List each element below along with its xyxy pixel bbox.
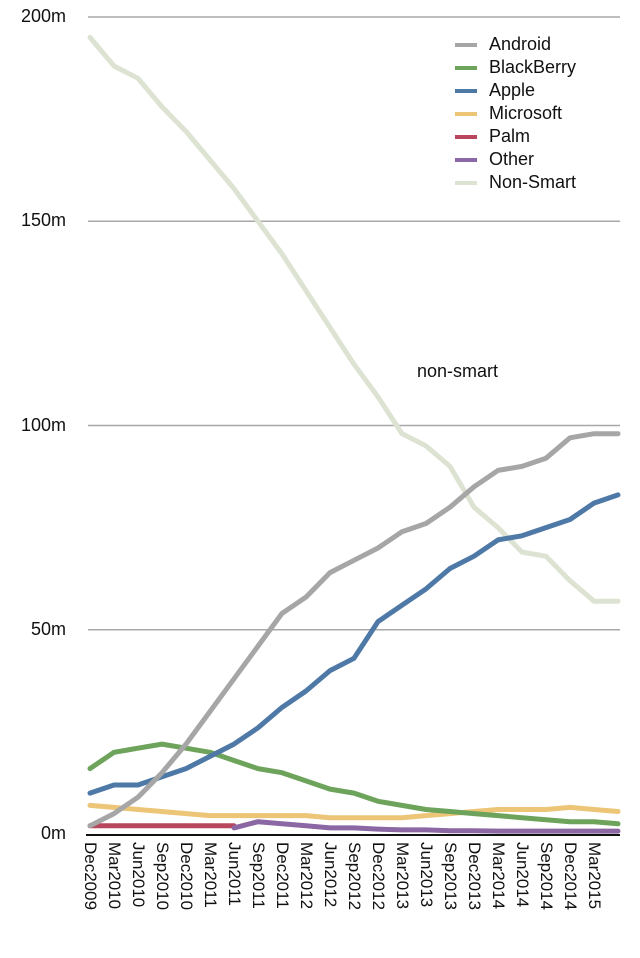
x-tick-label: Jun2012 <box>321 842 340 908</box>
y-tick-label: 200m <box>20 6 66 26</box>
legend-label: Apple <box>489 80 536 100</box>
x-tick-label: Dec2011 <box>273 842 292 909</box>
x-tick-label: Jun2010 <box>129 842 148 908</box>
x-tick-label: Sep2011 <box>249 842 268 909</box>
legend-item: Palm <box>455 125 576 148</box>
series-line-blackberry <box>87 741 621 827</box>
x-tick-label: Sep2012 <box>345 842 364 911</box>
legend-label: Other <box>489 149 535 169</box>
legend-swatch-icon <box>455 180 477 185</box>
y-tick-label: 100m <box>20 414 66 435</box>
legend-swatch-icon <box>455 111 477 116</box>
series-line-other <box>231 819 621 834</box>
legend-item: Non-Smart <box>455 171 576 194</box>
annotation-non-smart: non-smart <box>417 361 499 381</box>
x-tick-label: Mar2011 <box>201 842 220 908</box>
legend-label: Microsoft <box>489 103 563 123</box>
gridlines <box>88 16 620 631</box>
legend-swatch-icon <box>455 42 477 47</box>
x-tick-label: Dec2009 <box>81 842 100 911</box>
y-tick-label: 50m <box>30 618 66 639</box>
series-line-microsoft <box>87 802 621 821</box>
x-tick-label: Dec2010 <box>177 842 196 911</box>
series-line-android <box>87 431 621 829</box>
x-tick-label: Mar2013 <box>393 842 412 910</box>
legend-label: Non-Smart <box>489 172 577 192</box>
legend-label: BlackBerry <box>489 57 577 77</box>
x-tick-label: Mar2014 <box>489 842 508 910</box>
legend-swatch-icon <box>455 65 477 70</box>
legend-label: Palm <box>489 126 531 146</box>
legend-item: Apple <box>455 79 576 102</box>
legend-swatch-icon <box>455 88 477 93</box>
x-tick-label: Sep2010 <box>153 842 172 911</box>
legend-item: Other <box>455 148 576 171</box>
x-tick-label: Jun2014 <box>513 842 532 908</box>
legend-item: BlackBerry <box>455 56 576 79</box>
y-tick-label: 150m <box>20 210 66 231</box>
x-tick-label: Jun2011 <box>225 842 244 906</box>
x-tick-label: Mar2012 <box>297 842 316 910</box>
x-tick-label: Dec2012 <box>369 842 388 911</box>
x-tick-label: Sep2013 <box>441 842 460 911</box>
x-tick-label: Sep2014 <box>537 842 556 911</box>
legend-swatch-icon <box>455 134 477 139</box>
series-line-non-smart <box>87 34 621 604</box>
legend: Android BlackBerry Apple Microsoft Palm Other… <box>455 33 576 194</box>
x-tick-label: Mar2010 <box>105 842 124 910</box>
legend-label: Android <box>489 34 552 54</box>
x-tick-label: Jun2013 <box>417 842 436 908</box>
x-tick-label: Dec2013 <box>465 842 484 911</box>
x-tick-label: Dec2014 <box>561 842 580 911</box>
series-line-apple <box>87 492 621 796</box>
x-tick-label: Mar2015 <box>585 842 604 910</box>
y-tick-label: 0m <box>40 823 66 843</box>
legend-swatch-icon <box>455 157 477 162</box>
legend-item: Android <box>455 33 576 56</box>
legend-item: Microsoft <box>455 102 576 125</box>
series-lines <box>87 34 621 834</box>
